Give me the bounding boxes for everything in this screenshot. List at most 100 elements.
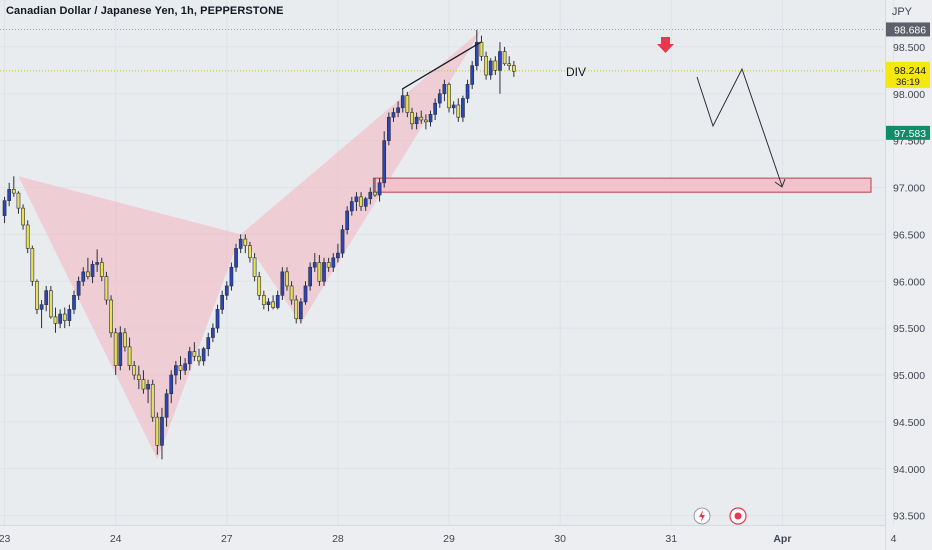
- candle-body: [192, 351, 197, 357]
- y-tick-label: 93.500: [893, 511, 925, 523]
- y-tick-label: 98.500: [893, 42, 925, 54]
- candle-body: [62, 313, 67, 321]
- x-tick-label: Apr: [773, 533, 791, 545]
- candle-body: [238, 238, 243, 249]
- y-tick-label: 95.000: [893, 370, 925, 382]
- candle-body: [252, 257, 257, 277]
- candle-body: [340, 229, 345, 254]
- candle-body: [349, 201, 354, 212]
- x-tick-label: 24: [110, 533, 122, 545]
- candle-body: [266, 301, 271, 305]
- candle-body: [424, 119, 428, 123]
- candle-body: [261, 295, 266, 305]
- low-price-badge-bg: [886, 125, 930, 140]
- candle-body: [160, 416, 164, 446]
- candle-body: [484, 55, 488, 76]
- record-dot-icon: [734, 512, 742, 520]
- candle-body: [123, 332, 127, 348]
- candle-body: [285, 271, 289, 287]
- candle-body: [447, 84, 451, 109]
- candle-body: [502, 51, 507, 65]
- x-tick-label: 30: [554, 533, 566, 545]
- candle-body: [248, 245, 252, 259]
- candle-body: [81, 271, 86, 282]
- x-tick-label: 27: [221, 533, 233, 545]
- candle-body: [470, 65, 475, 85]
- candle-body: [178, 365, 183, 371]
- candle-body: [201, 348, 206, 362]
- chart-title: Canadian Dollar / Japanese Yen, 1h, PEPP…: [6, 5, 284, 17]
- candle-body: [39, 304, 44, 310]
- candle-body: [354, 196, 359, 202]
- candle-body: [2, 200, 7, 216]
- candle-body: [363, 198, 368, 207]
- candle-body: [368, 191, 373, 200]
- candle-body: [386, 116, 391, 141]
- candle-body: [104, 276, 109, 301]
- candle-body: [479, 41, 484, 57]
- candle-body: [118, 332, 123, 366]
- candle-body: [391, 112, 396, 118]
- x-tick-label: 29: [443, 533, 455, 545]
- candle-body: [95, 262, 99, 265]
- x-tick-label: 31: [665, 533, 677, 545]
- candle-body: [86, 271, 90, 277]
- candle-body: [67, 309, 72, 321]
- candle-body: [21, 207, 25, 226]
- candle-body: [437, 93, 442, 104]
- candle-body: [382, 140, 387, 184]
- x-tick-label: 4: [891, 533, 897, 545]
- candle-body: [174, 365, 178, 376]
- harmonic-triangle-bcd: [240, 30, 482, 324]
- time-axis-background: [0, 525, 885, 550]
- candle-body: [206, 337, 211, 350]
- candle-body: [303, 285, 308, 303]
- candle-body: [410, 112, 414, 125]
- candle-body: [155, 416, 160, 446]
- projection-arrowhead: [774, 178, 786, 188]
- candle-body: [53, 316, 58, 324]
- candle-body: [35, 280, 39, 310]
- candle-body: [433, 102, 437, 115]
- candle-body: [308, 266, 312, 287]
- candle-body: [257, 276, 262, 296]
- candle-body: [498, 51, 502, 71]
- candle-body: [164, 393, 169, 418]
- candle-body: [141, 379, 146, 390]
- candle-body: [7, 189, 12, 201]
- candle-body: [451, 104, 456, 109]
- candle-body: [294, 299, 299, 320]
- candle-body: [396, 107, 400, 113]
- candle-body: [280, 271, 285, 296]
- candle-body: [461, 98, 465, 118]
- candle-body: [48, 290, 53, 318]
- projection-path: [696, 67, 783, 187]
- candle-body: [146, 384, 150, 390]
- x-tick-label: 23: [0, 533, 11, 545]
- candle-body: [312, 262, 317, 268]
- candle-body: [326, 262, 331, 268]
- candle-body: [488, 60, 493, 76]
- candle-body: [113, 332, 118, 366]
- y-tick-label: 98.000: [893, 89, 925, 101]
- candle-body: [317, 262, 322, 282]
- candle-body: [428, 114, 433, 123]
- candle-body: [377, 182, 382, 196]
- candle-body: [76, 280, 81, 296]
- candle-body: [359, 196, 363, 207]
- lightning-glyph-icon: [699, 510, 705, 522]
- candle-body: [442, 84, 447, 95]
- candle-body: [322, 262, 326, 282]
- candle-body: [109, 299, 113, 334]
- candle-body: [197, 355, 201, 362]
- candle-body: [229, 266, 234, 287]
- price-axis-background: [885, 0, 932, 550]
- candle-body: [220, 295, 225, 310]
- sell-arrow-icon: [657, 37, 674, 53]
- currency-label: JPY: [891, 6, 912, 18]
- candle-body: [90, 264, 95, 277]
- y-tick-label: 96.000: [893, 276, 925, 288]
- candle-body: [275, 295, 280, 308]
